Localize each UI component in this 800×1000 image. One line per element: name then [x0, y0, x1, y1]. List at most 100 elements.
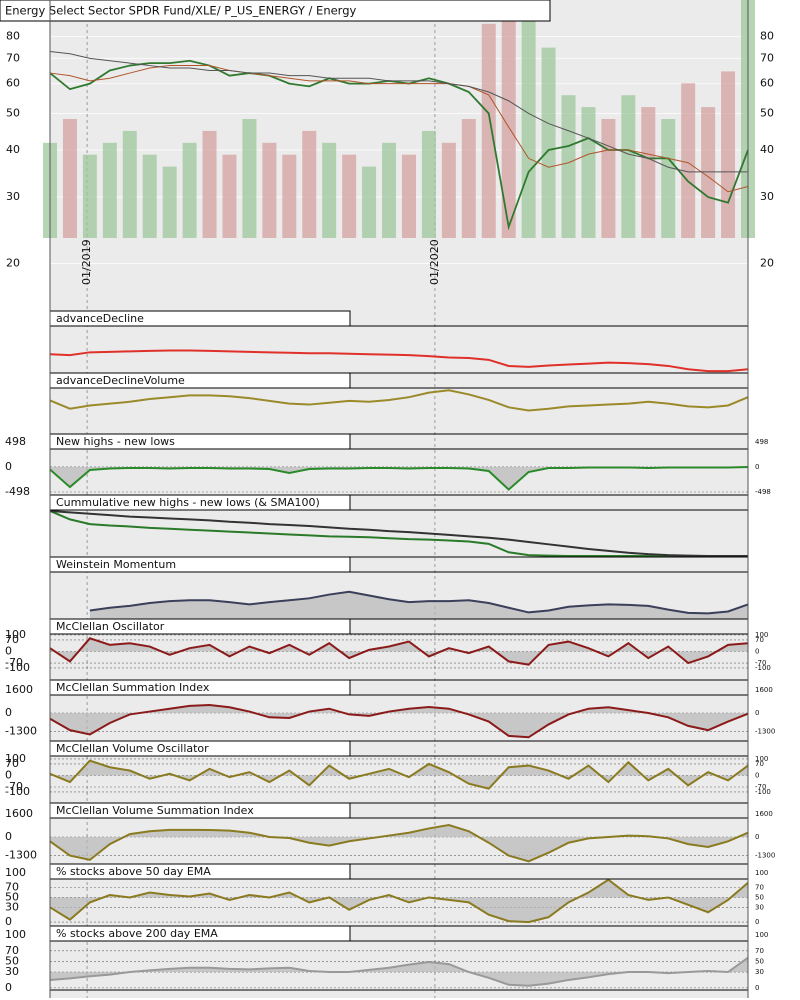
- y-tick-label-right: 50: [760, 106, 774, 119]
- area-fill: [50, 638, 748, 665]
- charts: 20 20 30 30 40 40 50 50 60 60 70 70 80 80 01/2019 01/20…: [0, 0, 775, 998]
- price-line: [49, 59, 749, 231]
- y-tick-label: 30: [6, 190, 20, 203]
- y-tick-label: 70: [5, 881, 19, 894]
- y-tick-label: 70: [5, 944, 19, 957]
- y-tick-label: -70: [5, 780, 23, 793]
- y-tick-label: -100: [5, 661, 30, 674]
- indicator-line: [49, 703, 749, 739]
- y-tick-label-right: 1600: [755, 810, 773, 818]
- indicator-line: [49, 509, 748, 558]
- y-tick-label: 0: [5, 768, 12, 781]
- y-tick-label: 100: [5, 628, 26, 641]
- price-line: [49, 51, 748, 173]
- volume-bar: [102, 142, 117, 238]
- volume-bar: [581, 107, 596, 238]
- y-tick-label-right: 0: [755, 647, 759, 655]
- y-tick-label-right: -1300: [755, 728, 775, 736]
- y-tick-label-right: 70: [755, 884, 764, 892]
- y-tick-label-right: -100: [755, 664, 771, 672]
- y-tick-label: 0: [5, 706, 12, 719]
- y-tick-label-right: 70: [755, 760, 764, 768]
- y-tick-label-right: 70: [755, 636, 764, 644]
- y-tick-label-right: 1600: [755, 686, 773, 694]
- volume-bar: [262, 142, 277, 238]
- volume-bar: [441, 142, 456, 238]
- y-tick-label-right: 30: [755, 968, 764, 976]
- x-tick-label: 01/2019: [80, 239, 93, 285]
- y-tick-label: 40: [6, 143, 20, 156]
- y-tick-label-right: 0: [755, 984, 759, 992]
- panel-title: McClellan Summation Index: [56, 681, 210, 694]
- y-tick-label-right: -498: [755, 488, 771, 496]
- volume-bar: [82, 154, 97, 238]
- area-fill: [50, 825, 748, 862]
- volume-bar: [342, 154, 357, 238]
- panel-title: % stocks above 200 day EMA: [56, 927, 218, 940]
- y-tick-label: 0: [5, 915, 12, 928]
- volume-bar: [182, 142, 197, 238]
- y-tick-label-right: 0: [755, 833, 759, 841]
- volume-bar: [362, 166, 377, 238]
- y-tick-label-right: -70: [755, 783, 766, 791]
- y-tick-label: -100: [5, 785, 30, 798]
- y-tick-label-right: 20: [760, 256, 774, 269]
- volume-bar: [481, 23, 496, 238]
- y-tick-label-right: -100: [755, 788, 771, 796]
- volume-bar: [242, 119, 257, 238]
- y-tick-label: 1600: [5, 807, 33, 820]
- indicator-line: [49, 349, 749, 373]
- y-tick-label: 30: [5, 965, 19, 978]
- volume-bar: [681, 83, 696, 238]
- volume-bar: [541, 47, 556, 238]
- indicator-line: [49, 823, 749, 863]
- volume-bar: [621, 95, 636, 238]
- volume-bar: [202, 130, 217, 238]
- y-tick-label: 1600: [5, 683, 33, 696]
- y-tick-label: 100: [5, 752, 26, 765]
- y-tick-label-right: 30: [755, 903, 764, 911]
- y-tick-label: 0: [5, 830, 12, 843]
- y-tick-label-right: 100: [755, 631, 768, 639]
- y-tick-label-right: 498: [755, 438, 768, 446]
- volume-bar: [162, 166, 177, 238]
- volume-bar: [142, 154, 157, 238]
- y-tick-label: 100: [5, 866, 26, 879]
- volume-bar: [461, 119, 476, 238]
- volume-bar: [62, 119, 77, 238]
- y-tick-label-right: -1300: [755, 852, 775, 860]
- volume-bar: [122, 130, 137, 238]
- panel-title: Weinstein Momentum: [56, 558, 176, 571]
- y-tick-label: 70: [6, 51, 20, 64]
- y-tick-label: 0: [5, 644, 12, 657]
- x-tick-label: 01/2020: [428, 239, 441, 285]
- area-fill: [50, 705, 748, 738]
- y-tick-label-right: 0: [755, 771, 759, 779]
- area-fill: [89, 591, 748, 619]
- y-tick-label-right: 50: [755, 957, 764, 965]
- indicator-line: [89, 590, 749, 615]
- chart-title: Energy Select Sector SPDR Fund/XLE/ P_US…: [5, 4, 357, 18]
- y-tick-label-right: 60: [760, 77, 774, 90]
- volume-bar: [401, 154, 416, 238]
- y-tick-label: -70: [5, 656, 23, 669]
- y-tick-label: 50: [5, 954, 19, 967]
- volume-bar: [701, 107, 716, 238]
- y-tick-label: 0: [5, 460, 12, 473]
- y-tick-label-right: 0: [755, 463, 759, 471]
- panel-title: McClellan Volume Oscillator: [56, 742, 209, 755]
- y-tick-label-right: 0: [755, 709, 759, 717]
- panel-title: McClellan Oscillator: [56, 620, 165, 633]
- indicator-line: [49, 878, 749, 924]
- y-tick-label: 30: [5, 900, 19, 913]
- volume-bar: [222, 154, 237, 238]
- volume-bar: [721, 71, 736, 239]
- panel-title: Cummulative new highs - new lows (& SMA1…: [56, 496, 320, 509]
- indicator-line: [49, 637, 749, 666]
- volume-bar: [521, 11, 536, 239]
- y-tick-label-right: 100: [755, 869, 768, 877]
- volume-bar: [282, 154, 297, 238]
- area-fill: [50, 760, 748, 789]
- volume-bar: [382, 142, 397, 238]
- panel-title: New highs - new lows: [56, 435, 175, 448]
